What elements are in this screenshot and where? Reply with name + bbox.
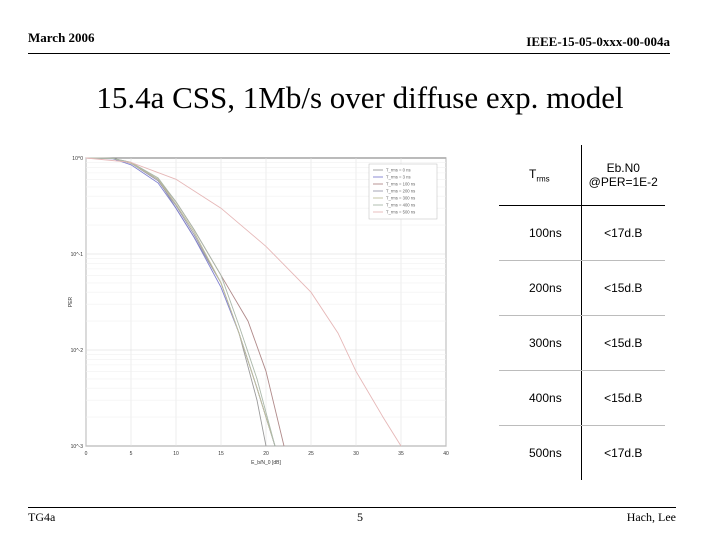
legend-entry: T_rms = 3 ns xyxy=(386,175,411,180)
x-tick-label: 35 xyxy=(398,451,404,457)
legend-entry: T_rms = 0 ns xyxy=(386,168,411,173)
table-row: 500ns <17d.B xyxy=(499,425,665,480)
x-tick-label: 15 xyxy=(218,451,224,457)
table-cell-trms: 300ns xyxy=(499,315,582,371)
y-axis-label: PER xyxy=(68,296,74,307)
x-tick-label: 30 xyxy=(353,451,359,457)
series-line-6 xyxy=(85,157,402,447)
header-divider xyxy=(28,53,670,54)
results-table: Trms Eb.N0 @PER=1E-2 100ns <17d.B 200ns … xyxy=(499,145,665,480)
legend-entry: T_rms = 400 ns xyxy=(386,203,415,208)
table-row: 400ns <15d.B xyxy=(499,370,665,426)
x-tick-label: 20 xyxy=(263,451,269,457)
footer-divider xyxy=(28,507,676,508)
table-header-trms: Trms xyxy=(499,145,582,206)
page-number: 5 xyxy=(357,510,363,524)
table-cell-ebn0: <15d.B xyxy=(581,370,665,426)
series-line-5 xyxy=(85,157,276,447)
x-tick-label: 25 xyxy=(308,451,314,457)
table-cell-ebn0: <17d.B xyxy=(581,205,665,261)
table-cell-ebn0: <15d.B xyxy=(581,260,665,316)
header-document-id: IEEE-15-05-0xxx-00-004a xyxy=(526,34,670,49)
table-row: 100ns <17d.B xyxy=(499,205,665,261)
table-cell-trms: 400ns xyxy=(499,370,582,426)
per-chart: 0 5 10 15 20 25 30 35 40 10^0 10^-1 10^-2 10^-3 E_b/N… xyxy=(68,156,449,466)
y-tick-label: 10^-2 xyxy=(71,348,84,354)
x-tick-label: 5 xyxy=(130,451,133,457)
slide-title: 15.4a CSS, 1Mb/s over diffuse exp. model xyxy=(96,80,624,115)
legend-box xyxy=(368,163,438,220)
legend-entry: T_rms = 100 ns xyxy=(386,182,415,187)
table-row: 300ns <15d.B xyxy=(499,315,665,371)
table-cell-trms: 200ns xyxy=(499,260,582,316)
table-header-ebn0: Eb.N0 @PER=1E-2 xyxy=(581,145,665,206)
x-tick-label: 0 xyxy=(85,451,88,457)
legend-entry: T_rms = 200 ns xyxy=(386,189,415,194)
legend-entry: T_rms = 500 ns xyxy=(386,210,415,215)
table-cell-trms: 100ns xyxy=(499,205,582,261)
table-cell-ebn0: <17d.B xyxy=(604,445,643,460)
y-tick-label: 10^-1 xyxy=(71,252,84,258)
table-cell-ebn0: <15d.B xyxy=(581,315,665,371)
x-tick-label: 10 xyxy=(173,451,179,457)
table-header-row: Trms Eb.N0 @PER=1E-2 xyxy=(499,145,665,206)
table-row: 200ns <15d.B xyxy=(499,260,665,316)
y-tick-label: 10^0 xyxy=(72,156,83,162)
table-cell-trms: 500ns xyxy=(499,425,582,480)
legend-entry: T_rms = 300 ns xyxy=(386,196,415,201)
y-tick-label: 10^-3 xyxy=(71,444,84,450)
header-date: March 2006 xyxy=(28,30,95,45)
x-tick-label: 40 xyxy=(443,451,449,457)
footer-group: TG4a xyxy=(28,510,56,524)
x-axis-label: E_b/N_0 [dB] xyxy=(251,460,281,466)
footer-author: Hach, Lee xyxy=(626,510,676,524)
